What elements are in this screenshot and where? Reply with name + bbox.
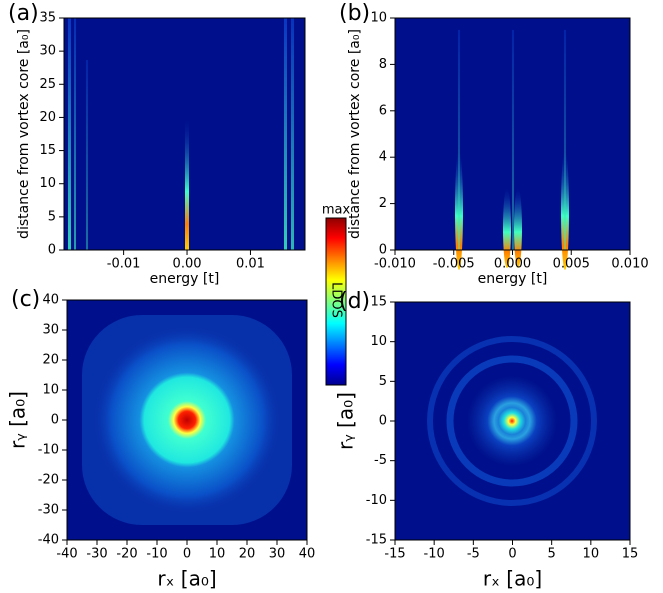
- x-tick-label: 0.00: [173, 257, 202, 272]
- x-tick-label: -5: [467, 547, 480, 562]
- panel-label: (b): [339, 1, 370, 26]
- x-tick-label: -0.010: [374, 257, 416, 272]
- y-axis-label: distance from vortex core [a₀]: [16, 29, 32, 239]
- y-tick-label: 10: [370, 334, 387, 349]
- colorbar-label: LDOS: [329, 282, 344, 318]
- x-tick-label: -30: [86, 547, 107, 562]
- y-tick-label: 8: [379, 57, 387, 72]
- y-tick-label: 4: [379, 150, 387, 165]
- y-tick-label: -20: [38, 473, 59, 488]
- y-tick-label: 10: [42, 383, 59, 398]
- x-tick-label: 10: [209, 547, 226, 562]
- y-tick-label: 0: [51, 413, 59, 428]
- x-tick-label: 40: [299, 547, 316, 562]
- heatmap-b: [395, 18, 630, 270]
- heatmap-d: [395, 302, 630, 540]
- y-tick-label: -40: [38, 533, 59, 548]
- heatmap-a: [64, 18, 305, 250]
- x-tick-label: 0: [183, 547, 191, 562]
- x-tick-label: -10: [146, 547, 167, 562]
- y-tick-label: 20: [42, 353, 59, 368]
- colorbar: max 0 LDOS: [322, 203, 351, 400]
- y-tick-label: 5: [48, 209, 56, 224]
- panel-label: (d): [339, 289, 370, 314]
- y-tick-label: 30: [42, 323, 59, 338]
- x-tick-label: -0.005: [433, 257, 475, 272]
- y-tick-label: 10: [370, 11, 387, 26]
- y-tick-label: -10: [38, 443, 59, 458]
- y-tick-label: 35: [39, 11, 56, 26]
- x-tick-label: -10: [424, 547, 445, 562]
- y-tick-label: 40: [42, 293, 59, 308]
- y-axis-label: rᵧ [a₀]: [334, 392, 358, 450]
- y-tick-label: 5: [379, 374, 387, 389]
- y-tick-label: -10: [366, 493, 387, 508]
- x-axis-label: energy [t]: [478, 271, 548, 287]
- x-tick-label: 0.000: [494, 257, 531, 272]
- x-axis-label: energy [t]: [150, 271, 220, 287]
- y-tick-label: 10: [39, 176, 56, 191]
- x-tick-label: 10: [583, 547, 600, 562]
- y-tick-label: -30: [38, 503, 59, 518]
- y-tick-label: 25: [39, 77, 56, 92]
- y-tick-label: 0: [379, 414, 387, 429]
- x-tick-label: 0.01: [236, 257, 265, 272]
- x-tick-label: -0.01: [107, 257, 141, 272]
- y-tick-label: 6: [379, 103, 387, 118]
- y-tick-label: 2: [379, 196, 387, 211]
- y-tick-label: 0: [48, 243, 56, 258]
- colorbar-max: max: [322, 203, 351, 218]
- x-tick-label: 0: [508, 547, 516, 562]
- x-axis-label: rₓ [a₀]: [157, 567, 216, 591]
- y-tick-label: 15: [370, 295, 387, 310]
- x-tick-label: -20: [116, 547, 137, 562]
- colorbar-min: 0: [332, 385, 340, 400]
- y-tick-label: 15: [39, 143, 56, 158]
- x-tick-label: 0.005: [553, 257, 590, 272]
- x-tick-label: -15: [384, 547, 405, 562]
- y-tick-label: 30: [39, 44, 56, 59]
- colorbar-scale: [325, 217, 347, 386]
- y-axis-label: rᵧ [a₀]: [6, 391, 30, 449]
- heatmap-c: [67, 300, 307, 540]
- x-tick-label: 30: [269, 547, 286, 562]
- y-tick-label: -15: [366, 533, 387, 548]
- x-axis-label: rₓ [a₀]: [483, 567, 542, 591]
- x-tick-label: 5: [548, 547, 556, 562]
- panel-label: (a): [8, 1, 39, 26]
- x-tick-label: 20: [239, 547, 256, 562]
- y-tick-label: 0: [379, 243, 387, 258]
- plot-frame: [63, 17, 306, 251]
- panel-label: (c): [11, 287, 40, 312]
- y-axis-label: distance from vortex core [a₀]: [347, 29, 363, 239]
- y-tick-label: 20: [39, 110, 56, 125]
- x-tick-label: -40: [56, 547, 77, 562]
- x-tick-label: 0.010: [611, 257, 648, 272]
- x-tick-label: 15: [622, 547, 639, 562]
- y-tick-label: -5: [374, 453, 387, 468]
